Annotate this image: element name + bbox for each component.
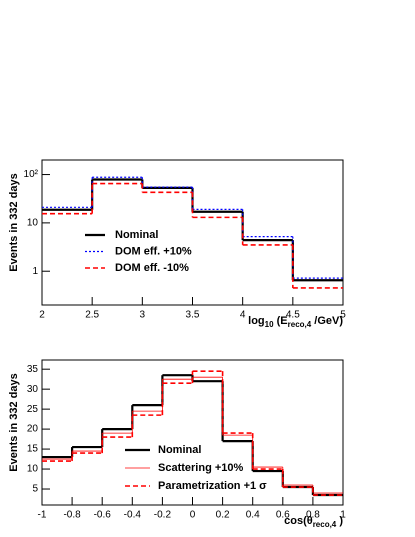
x-axis-label-part: log: [248, 315, 265, 327]
legend-label: Nominal: [115, 229, 158, 241]
x-tick-label: 3.5: [186, 310, 200, 321]
x-axis-label-part: reco,4: [288, 320, 312, 329]
x-tick-label: 5: [340, 310, 346, 321]
plot-frame: [41, 159, 344, 306]
x-tick-label: -1: [38, 510, 47, 521]
y-tick-label: 10²: [24, 169, 39, 180]
legend-label: Scattering +10%: [158, 462, 244, 474]
x-tick-label: -0.8: [63, 510, 81, 521]
y-tick-label: 5: [32, 484, 38, 495]
y-tick-label: 20: [27, 424, 39, 435]
y-tick-label: 30: [27, 384, 39, 395]
x-tick-label: 0.8: [306, 510, 320, 521]
y-tick-label: 35: [27, 364, 39, 375]
x-tick-label: 0.6: [276, 510, 290, 521]
x-tick-label: 3: [140, 310, 146, 321]
x-axis-label-part: reco,4: [313, 520, 337, 529]
x-tick-label: -0.4: [124, 510, 142, 521]
legend-label: Parametrization +1 σ: [158, 480, 267, 492]
x-tick-label: 4.5: [286, 310, 300, 321]
y-axis-label: Events in 332 days: [8, 173, 20, 271]
x-tick-label: 4: [240, 310, 246, 321]
y-tick-label: 25: [27, 404, 39, 415]
x-axis-label: cos(θreco,4 ): [284, 515, 343, 529]
legend-label: Nominal: [158, 444, 201, 456]
legend-label: DOM eff. -10%: [115, 262, 189, 274]
y-axis-label: Events in 332 days: [8, 373, 20, 471]
y-tick-label: 15: [27, 444, 39, 455]
x-axis-label-part: /GeV): [311, 315, 343, 327]
y-tick-label: 1: [32, 266, 38, 277]
x-tick-label: 0.4: [246, 510, 260, 521]
x-tick-label: 0.2: [216, 510, 230, 521]
x-axis-label: log10 (Ereco,4 /GeV): [248, 315, 343, 329]
x-tick-label: 2: [39, 310, 45, 321]
legend-label: DOM eff. +10%: [115, 245, 192, 257]
x-tick-label: 0: [190, 510, 196, 521]
x-axis-label-part: (E: [274, 315, 288, 327]
x-tick-label: 2.5: [85, 310, 99, 321]
x-tick-label: -0.6: [94, 510, 112, 521]
x-tick-label: -0.2: [154, 510, 172, 521]
x-tick-label: 1: [340, 510, 346, 521]
y-tick-label: 10: [27, 218, 39, 229]
x-axis-label-part: ): [336, 515, 343, 527]
y-tick-label: 10: [27, 464, 39, 475]
x-axis-label-part: cos(θ: [284, 515, 313, 527]
x-axis-label-part: 10: [265, 320, 274, 329]
